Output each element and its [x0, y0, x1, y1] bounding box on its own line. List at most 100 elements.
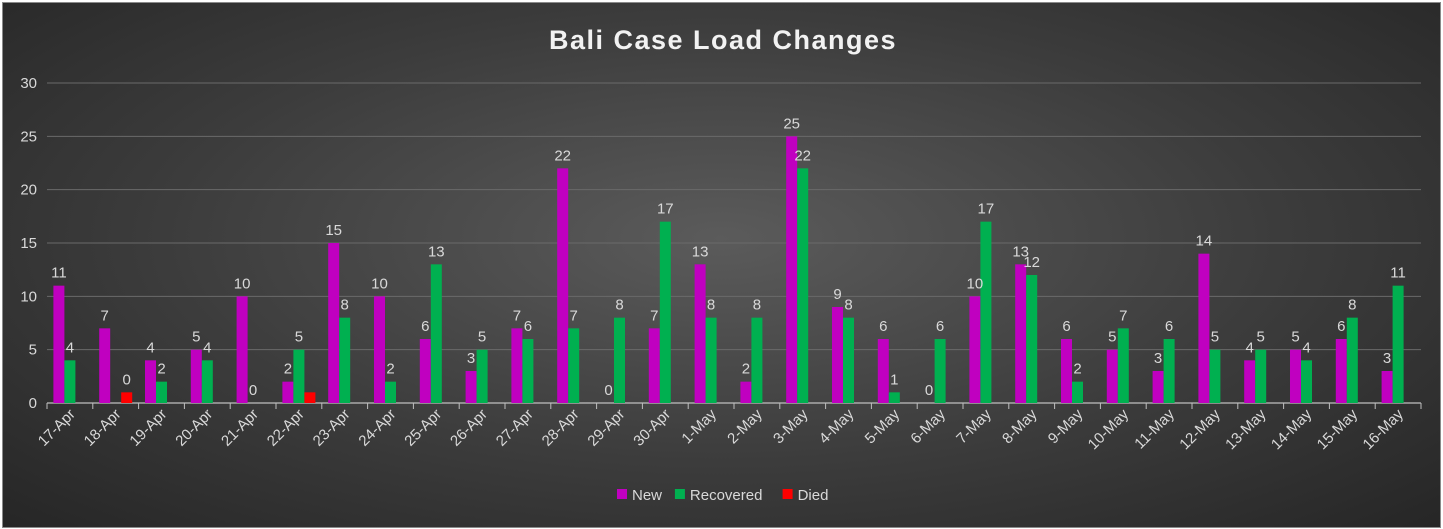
data-label: 5 [295, 329, 303, 346]
data-label: 22 [794, 147, 811, 164]
x-tick-label: 19-Apr [126, 406, 170, 450]
bar-new [969, 296, 981, 403]
data-label: 5 [192, 329, 200, 346]
data-label: 4 [1302, 339, 1310, 356]
data-labels: 1174510215106372207132259601013653144563… [51, 115, 1406, 399]
data-label: 7 [101, 307, 109, 324]
data-label: 3 [1154, 350, 1162, 367]
bar-recovered [888, 392, 900, 403]
data-label: 25 [783, 115, 800, 132]
bar-recovered [568, 328, 580, 403]
data-label: 8 [707, 297, 715, 314]
data-label: 3 [1383, 350, 1391, 367]
data-label: 6 [524, 318, 532, 335]
data-label: 4 [203, 339, 211, 356]
bar-recovered [659, 221, 671, 403]
data-label: 2 [284, 361, 292, 378]
bar-new [53, 285, 65, 403]
legend-label-new: New [632, 487, 662, 504]
bar-new [1335, 339, 1347, 403]
data-label: 13 [428, 243, 445, 260]
bar-new [145, 360, 156, 403]
data-label: 13 [1012, 243, 1029, 260]
data-label: 7 [650, 307, 658, 324]
bar-new [190, 349, 202, 403]
data-label: 12 [1023, 254, 1040, 271]
data-label: 7 [1119, 307, 1127, 324]
data-label: 0 [123, 371, 131, 388]
data-label: 17 [657, 201, 674, 218]
data-label: 9 [833, 286, 841, 303]
data-label: 6 [936, 318, 944, 335]
x-tick-label: 23-Apr [310, 406, 354, 450]
x-tick-label: 6-May [907, 405, 949, 447]
bar-died [121, 392, 133, 403]
data-label: 6 [1337, 318, 1345, 335]
legend-label-recovered: Recovered [690, 487, 763, 504]
gridlines [46, 82, 1422, 409]
data-label: 1 [890, 371, 898, 388]
data-label: 2 [157, 361, 165, 378]
x-tick-label: 9-May [1045, 405, 1087, 447]
bar-died [304, 392, 316, 403]
y-tick-label: 20 [20, 182, 37, 199]
x-tick-label: 10-May [1085, 405, 1133, 453]
data-label: 4 [146, 339, 154, 356]
bar-recovered [1209, 349, 1221, 403]
data-label: 6 [1062, 318, 1070, 335]
data-label: 6 [421, 318, 429, 335]
data-label: 3 [467, 350, 475, 367]
bar-new [1381, 371, 1393, 403]
legend: New Recovered Died [617, 487, 828, 504]
x-tick-label: 20-Apr [172, 406, 216, 450]
x-tick-label: 28-Apr [539, 406, 583, 450]
bar-recovered [980, 221, 992, 403]
data-label: 7 [513, 307, 521, 324]
bar-recovered [1255, 349, 1267, 403]
data-label: 11 [1390, 265, 1406, 282]
bar-recovered [934, 339, 946, 403]
bar-new [1290, 349, 1301, 403]
bar-recovered [293, 349, 305, 403]
data-label: 17 [978, 201, 995, 218]
bar-recovered [705, 317, 717, 403]
bar-recovered [1301, 360, 1312, 403]
bar-new [419, 339, 431, 403]
bar-new [648, 328, 660, 403]
bar-new [374, 296, 385, 403]
data-label: 8 [615, 297, 623, 314]
bar-new [1106, 349, 1118, 403]
data-label: 6 [1165, 318, 1173, 335]
data-label: 8 [1348, 297, 1356, 314]
legend-swatch-new [617, 489, 627, 499]
bar-new [786, 136, 798, 404]
x-axis-ticks: 17-Apr 18-Apr 19-Apr 20-Apr 21-Apr 22-Apr 23-A… [35, 405, 1407, 453]
data-label: 5 [1257, 329, 1265, 346]
y-tick-label: 15 [20, 235, 37, 252]
x-tick-label: 21-Apr [218, 406, 262, 450]
bar-recovered [156, 381, 167, 403]
x-tick-label: 4-May [816, 405, 858, 447]
data-label: 5 [1291, 329, 1299, 346]
data-label: 2 [742, 361, 750, 378]
chart-title: Bali Case Load Changes [549, 25, 897, 55]
data-label: 8 [753, 297, 761, 314]
data-label: 5 [1211, 329, 1219, 346]
bar-new [557, 168, 569, 403]
data-label: 5 [1108, 329, 1116, 346]
bar-new [236, 296, 248, 403]
data-label: 10 [967, 275, 984, 292]
data-label: 11 [51, 265, 67, 282]
legend-swatch-recovered [674, 489, 685, 499]
x-tick-label: 25-Apr [401, 406, 445, 450]
bar-new [877, 339, 889, 403]
y-tick-label: 5 [29, 342, 37, 359]
data-label: 6 [879, 318, 887, 335]
bar-recovered [1026, 275, 1038, 403]
bar-recovered [1117, 328, 1129, 403]
bar-recovered [430, 264, 442, 403]
x-tick-label: 22-Apr [264, 406, 308, 450]
data-label: 0 [925, 382, 933, 399]
